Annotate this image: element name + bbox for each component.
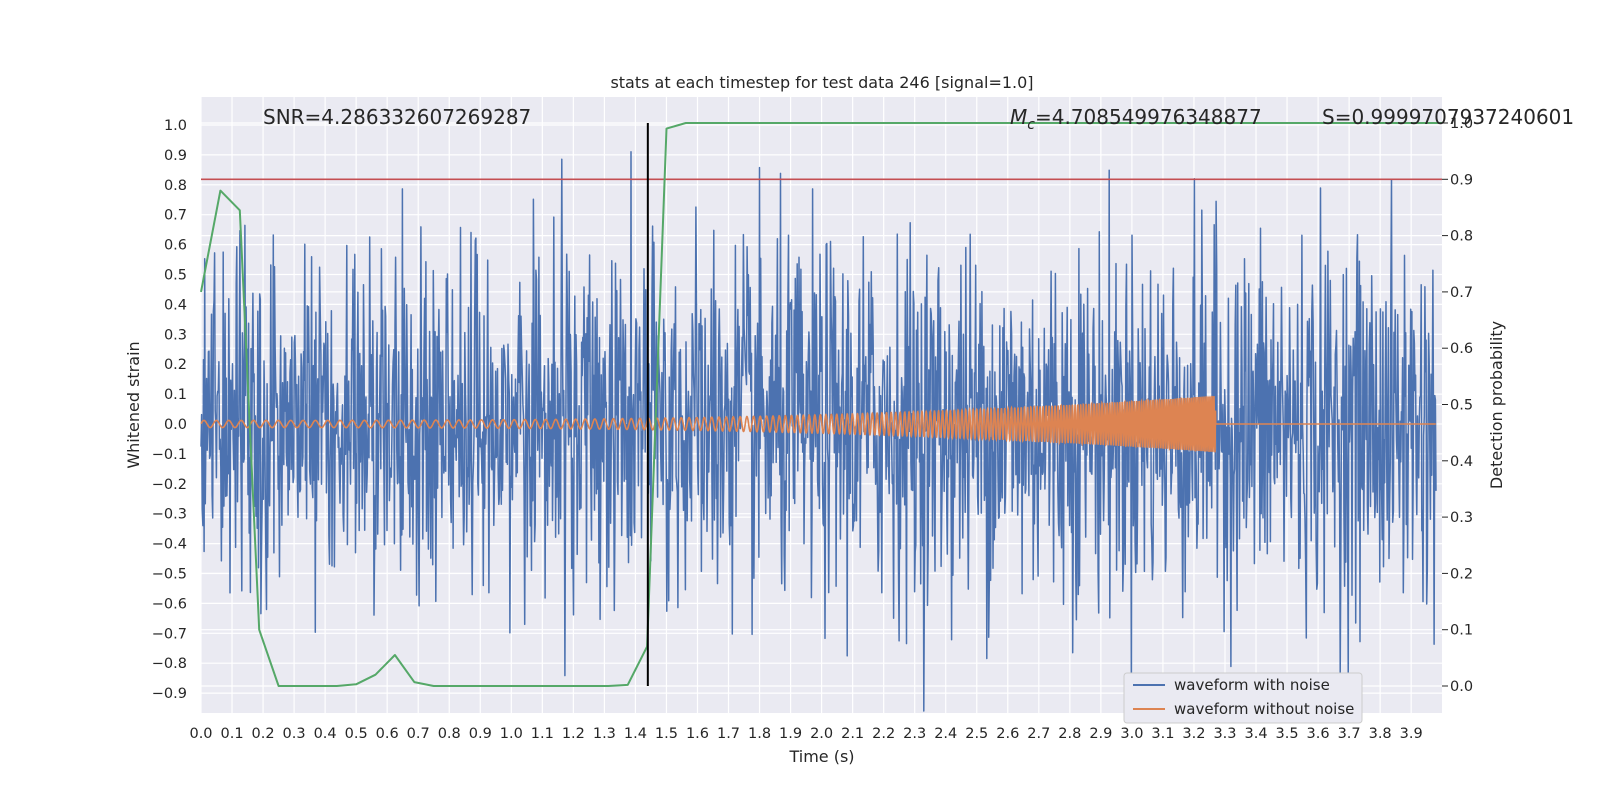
x-tick-label: 2.8 — [1058, 726, 1081, 742]
y-right-tick-label: 0.7 — [1450, 285, 1473, 301]
y-axis-right-ticks: 1.00.90.80.70.60.50.40.30.20.10.0 — [1442, 116, 1473, 695]
x-tick-label: 0.6 — [376, 726, 399, 742]
x-tick-label: 2.7 — [1027, 726, 1050, 742]
x-tick-label: 3.8 — [1369, 726, 1392, 742]
x-tick-label: 2.1 — [841, 726, 864, 742]
x-tick-label: 1.2 — [562, 726, 585, 742]
y-left-tick-label: −0.3 — [152, 507, 187, 523]
y-axis-left-ticks: 1.0 0.9 0.8 0.7 0.6 0.5 0.4 0.3 0.2 0.1 0.0 −0.1 −0.… — [152, 118, 187, 702]
s-annotation: S=0.9999707937240601 — [1322, 105, 1574, 129]
legend-label-clean: waveform without noise — [1174, 700, 1354, 718]
x-tick-label: 1.6 — [686, 726, 709, 742]
y-left-tick-label: −0.1 — [152, 447, 187, 463]
x-tick-label: 0.8 — [438, 726, 461, 742]
legend-label-noise: waveform with noise — [1174, 676, 1330, 694]
y-right-tick-label: 0.8 — [1450, 229, 1473, 245]
x-tick-label: 1.8 — [748, 726, 771, 742]
x-tick-label: 2.6 — [996, 726, 1019, 742]
x-tick-label: 3.2 — [1182, 726, 1205, 742]
x-tick-label: 0.7 — [407, 726, 430, 742]
x-tick-label: 1.4 — [624, 726, 647, 742]
y-left-tick-label: 0.8 — [164, 178, 187, 194]
y-left-tick-label: 0.5 — [164, 268, 187, 284]
mc-value: =4.708549976348877 — [1035, 105, 1262, 129]
x-tick-label: 1.1 — [531, 726, 554, 742]
x-tick-label: 0.2 — [252, 726, 275, 742]
y-left-tick-label: −0.9 — [152, 686, 187, 702]
x-tick-label: 3.0 — [1120, 726, 1143, 742]
x-tick-label: 3.5 — [1276, 726, 1299, 742]
x-tick-label: 1.5 — [655, 726, 678, 742]
y-left-tick-label: 0.3 — [164, 327, 187, 343]
y-left-tick-label: 0.1 — [164, 387, 187, 403]
x-axis-label: Time (s) — [788, 747, 854, 766]
y-left-tick-label: 0.0 — [164, 417, 187, 433]
y-left-tick-label: 0.4 — [164, 297, 187, 313]
x-axis-ticks: 0.0 0.1 0.2 0.3 0.4 0.5 0.6 0.7 0.8 0.9 1.0 1.1 1.2 1… — [189, 726, 1422, 742]
x-tick-label: 2.0 — [810, 726, 833, 742]
x-tick-label: 3.6 — [1307, 726, 1330, 742]
x-tick-label: 3.7 — [1338, 726, 1361, 742]
y-right-tick-label: 0.4 — [1450, 454, 1473, 470]
mc-annotation: Mc=4.708549976348877 — [1010, 105, 1262, 133]
y-right-tick-label: 0.6 — [1450, 341, 1473, 357]
y-right-tick-label: 0.3 — [1450, 510, 1473, 526]
y-right-tick-label: 0.5 — [1450, 398, 1473, 414]
snr-annotation: SNR=4.286332607269287 — [263, 105, 531, 129]
x-tick-label: 0.1 — [220, 726, 243, 742]
y-left-tick-label: −0.2 — [152, 477, 187, 493]
y-left-tick-label: 0.6 — [164, 238, 187, 254]
x-tick-label: 1.7 — [717, 726, 740, 742]
x-tick-label: 0.5 — [345, 726, 368, 742]
y-right-tick-label: 0.1 — [1450, 623, 1473, 639]
x-tick-label: 3.4 — [1244, 726, 1267, 742]
x-tick-label: 2.3 — [903, 726, 926, 742]
y-axis-left-label: Whitened strain — [124, 341, 143, 468]
x-tick-label: 1.9 — [779, 726, 802, 742]
y-right-tick-label: 0.2 — [1450, 566, 1473, 582]
y-left-tick-label: 0.2 — [164, 357, 187, 373]
y-left-tick-label: 0.7 — [164, 208, 187, 224]
y-left-tick-label: −0.7 — [152, 626, 187, 642]
x-tick-label: 0.3 — [283, 726, 306, 742]
legend: waveform with noise waveform without noi… — [1124, 673, 1362, 723]
x-tick-label: 3.1 — [1151, 726, 1174, 742]
x-tick-label: 2.2 — [872, 726, 895, 742]
x-tick-label: 1.0 — [500, 726, 523, 742]
y-right-tick-label: 0.9 — [1450, 172, 1473, 188]
x-tick-label: 0.9 — [469, 726, 492, 742]
x-tick-label: 3.9 — [1400, 726, 1423, 742]
y-right-tick-label: 0.0 — [1450, 679, 1473, 695]
x-tick-label: 1.3 — [593, 726, 616, 742]
chart-title: stats at each timestep for test data 246… — [610, 73, 1033, 92]
y-left-tick-label: −0.4 — [152, 537, 187, 553]
x-tick-label: 2.5 — [965, 726, 988, 742]
x-tick-label: 2.9 — [1089, 726, 1112, 742]
y-left-tick-label: −0.8 — [152, 656, 187, 672]
x-tick-label: 0.4 — [314, 726, 337, 742]
y-left-tick-label: −0.5 — [152, 567, 187, 583]
y-axis-right-label: Detection probability — [1487, 321, 1506, 489]
chart-figure: 0.0 0.1 0.2 0.3 0.4 0.5 0.6 0.7 0.8 0.9 1.0 1.1 1.2 1… — [0, 0, 1600, 800]
x-tick-label: 0.0 — [189, 726, 212, 742]
y-left-tick-label: 0.9 — [164, 148, 187, 164]
mc-symbol: M — [1010, 105, 1027, 129]
x-tick-label: 3.3 — [1213, 726, 1236, 742]
x-tick-label: 2.4 — [934, 726, 957, 742]
y-left-tick-label: 1.0 — [164, 118, 187, 134]
y-left-tick-label: −0.6 — [152, 596, 187, 612]
